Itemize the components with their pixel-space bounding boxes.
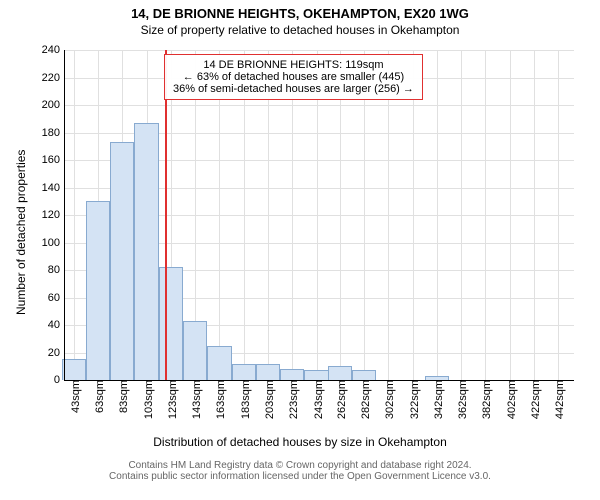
x-tick: 123sqm bbox=[163, 380, 179, 419]
y-tick: 240 bbox=[42, 44, 64, 56]
x-tick: 103sqm bbox=[139, 380, 155, 419]
histogram-bar bbox=[328, 366, 352, 380]
x-tick: 362sqm bbox=[453, 380, 469, 419]
x-tick: 63sqm bbox=[90, 380, 106, 413]
gridline-v bbox=[534, 50, 535, 380]
x-tick: 143sqm bbox=[187, 380, 203, 419]
gridline-h bbox=[64, 105, 574, 106]
histogram-bar bbox=[304, 370, 328, 380]
x-tick: 223sqm bbox=[284, 380, 300, 419]
y-tick: 60 bbox=[48, 292, 64, 304]
y-tick: 180 bbox=[42, 127, 64, 139]
x-tick: 422sqm bbox=[526, 380, 542, 419]
gridline-h bbox=[64, 50, 574, 51]
histogram-bar bbox=[280, 369, 304, 380]
y-tick: 160 bbox=[42, 154, 64, 166]
page-subtitle: Size of property relative to detached ho… bbox=[0, 21, 600, 37]
histogram-bar bbox=[110, 142, 134, 380]
footer-attribution: Contains HM Land Registry data © Crown c… bbox=[0, 460, 600, 482]
plot-area: 02040608010012014016018020022024043sqm63… bbox=[64, 50, 574, 380]
x-axis-line bbox=[64, 380, 574, 381]
x-tick: 163sqm bbox=[211, 380, 227, 419]
gridline-v bbox=[437, 50, 438, 380]
histogram-bar bbox=[159, 267, 183, 380]
y-tick: 200 bbox=[42, 99, 64, 111]
x-tick: 262sqm bbox=[332, 380, 348, 419]
chart-container: 14, DE BRIONNE HEIGHTS, OKEHAMPTON, EX20… bbox=[0, 0, 600, 500]
histogram-bar bbox=[207, 346, 231, 380]
y-tick: 40 bbox=[48, 319, 64, 331]
x-tick: 83sqm bbox=[114, 380, 130, 413]
y-tick: 80 bbox=[48, 264, 64, 276]
histogram-bar bbox=[86, 201, 110, 380]
x-tick: 282sqm bbox=[356, 380, 372, 419]
info-box-line: 14 DE BRIONNE HEIGHTS: 119sqm bbox=[173, 59, 414, 71]
gridline-v bbox=[461, 50, 462, 380]
y-tick: 100 bbox=[42, 237, 64, 249]
info-box: 14 DE BRIONNE HEIGHTS: 119sqm← 63% of de… bbox=[164, 54, 423, 100]
x-tick: 342sqm bbox=[429, 380, 445, 419]
x-tick: 43sqm bbox=[66, 380, 82, 413]
x-tick: 402sqm bbox=[502, 380, 518, 419]
histogram-bar bbox=[183, 321, 207, 380]
x-axis-label: Distribution of detached houses by size … bbox=[0, 435, 600, 449]
info-box-line: ← 63% of detached houses are smaller (44… bbox=[173, 71, 414, 83]
gridline-v bbox=[510, 50, 511, 380]
histogram-bar bbox=[256, 364, 280, 381]
y-axis-line bbox=[64, 50, 65, 380]
x-tick: 442sqm bbox=[550, 380, 566, 419]
x-tick: 203sqm bbox=[260, 380, 276, 419]
histogram-bar bbox=[232, 364, 256, 381]
y-tick: 120 bbox=[42, 209, 64, 221]
x-tick: 382sqm bbox=[477, 380, 493, 419]
info-box-line: 36% of semi-detached houses are larger (… bbox=[173, 83, 414, 95]
y-tick: 220 bbox=[42, 72, 64, 84]
footer-line-2: Contains public sector information licen… bbox=[0, 471, 600, 482]
histogram-bar bbox=[134, 123, 158, 380]
y-tick: 20 bbox=[48, 347, 64, 359]
y-axis-label: Number of detached properties bbox=[14, 150, 28, 315]
x-tick: 322sqm bbox=[405, 380, 421, 419]
gridline-v bbox=[74, 50, 75, 380]
page-title: 14, DE BRIONNE HEIGHTS, OKEHAMPTON, EX20… bbox=[0, 0, 600, 21]
footer-line-1: Contains HM Land Registry data © Crown c… bbox=[0, 460, 600, 471]
histogram-bar bbox=[62, 359, 86, 380]
x-tick: 243sqm bbox=[309, 380, 325, 419]
gridline-v bbox=[485, 50, 486, 380]
y-tick: 140 bbox=[42, 182, 64, 194]
x-tick: 183sqm bbox=[236, 380, 252, 419]
x-tick: 302sqm bbox=[380, 380, 396, 419]
gridline-v bbox=[558, 50, 559, 380]
histogram-bar bbox=[352, 370, 376, 380]
